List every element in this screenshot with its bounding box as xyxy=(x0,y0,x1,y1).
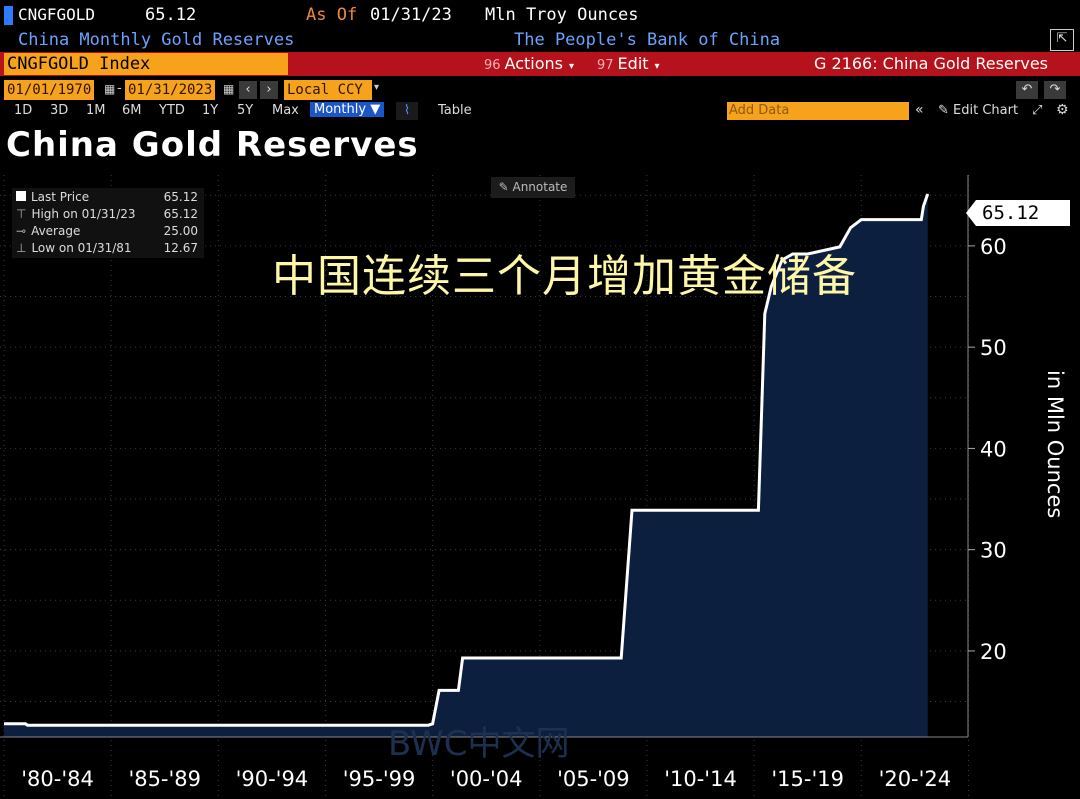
x-tick-labels: '80-'84 '85-'89 '90-'94 '95-'99 '00-'04 '05-'… xyxy=(21,767,951,791)
period-1m[interactable]: 1M xyxy=(86,103,106,118)
legend-row-average: ⊸ Average 25.00 xyxy=(16,223,202,240)
series-line xyxy=(4,193,930,727)
low-marker-icon: ⊥ xyxy=(16,241,27,255)
legend-value: 65.12 xyxy=(163,190,198,204)
calendar-icon[interactable]: ▦ xyxy=(223,82,235,96)
function-title: G 2166: China Gold Reserves xyxy=(814,54,1048,73)
description-row: China Monthly Gold Reserves The People's… xyxy=(0,28,1080,52)
as-of-label: As Of xyxy=(306,5,358,25)
edit-menu[interactable]: 97 Edit ▾ xyxy=(597,54,660,73)
redo-icon[interactable]: ↷ xyxy=(1044,81,1066,99)
watermark: BWC中文网 xyxy=(388,724,570,764)
x-tick-label: '15-'19 xyxy=(771,767,844,791)
period-1y[interactable]: 1Y xyxy=(202,103,219,118)
x-tick-label: '90-'94 xyxy=(236,767,309,791)
last-value-label: 65.12 xyxy=(966,200,1070,226)
legend-value: 25.00 xyxy=(163,224,198,238)
units-label: Mln Troy Ounces xyxy=(485,5,639,25)
pencil-icon: ✎ xyxy=(938,103,949,118)
x-tick-label: '00-'04 xyxy=(450,767,523,791)
period-1d[interactable]: 1D xyxy=(14,103,33,118)
y-tick-labels: 20 30 40 50 60 xyxy=(968,235,1007,664)
popout-icon[interactable]: ⇱ xyxy=(1050,29,1074,51)
next-arrow-icon[interactable]: › xyxy=(260,81,278,99)
annotate-label: Annotate xyxy=(512,180,568,194)
ticker-price: 65.12 xyxy=(145,5,197,25)
x-tick-label: '85-'89 xyxy=(128,767,201,791)
chevron-down-icon: ▾ xyxy=(654,61,660,72)
collapse-icon[interactable]: « xyxy=(915,102,924,118)
table-button[interactable]: Table xyxy=(438,103,472,118)
series-area-fill xyxy=(4,194,928,737)
gear-icon[interactable]: ⚙ xyxy=(1056,102,1069,118)
ticker-symbol[interactable]: CNGFGOLD xyxy=(18,5,96,24)
index-security-field[interactable]: CNGFGOLD Index xyxy=(4,53,288,75)
period-ytd[interactable]: YTD xyxy=(159,103,185,118)
end-date-field[interactable]: 01/31/2023 xyxy=(125,80,216,100)
line-chart-icon[interactable]: ⌇ xyxy=(396,102,418,120)
period-6m[interactable]: 6M xyxy=(122,103,142,118)
pencil-icon: ✎ xyxy=(498,180,509,194)
edit-label: Edit xyxy=(617,54,649,73)
square-icon xyxy=(16,191,26,201)
calendar-icon[interactable]: ▦ xyxy=(104,82,116,96)
period-5y[interactable]: 5Y xyxy=(237,103,254,118)
legend-label: Last Price xyxy=(31,190,90,204)
annotate-button[interactable]: ✎ Annotate xyxy=(491,177,575,198)
actions-menu[interactable]: 96 Actions ▾ xyxy=(484,54,574,73)
x-tick-label: '05-'09 xyxy=(557,767,630,791)
currency-select[interactable]: Local CCY xyxy=(284,80,372,100)
command-bar: CNGFGOLD Index 96 Actions ▾ 97 Edit ▾ G 2166… xyxy=(0,52,1080,76)
legend-label: Average xyxy=(31,224,81,238)
legend-label: Low on 01/31/81 xyxy=(31,241,132,255)
ticker-marker xyxy=(4,6,13,25)
legend-label: High on 01/31/23 xyxy=(31,207,136,221)
actions-number: 96 xyxy=(484,58,501,73)
date-range-row: 01/01/1970 ▦ - 01/31/2023 ▦ ‹ › Local CC… xyxy=(0,80,1080,100)
high-marker-icon: ⊤ xyxy=(16,207,27,221)
undo-icon[interactable]: ↶ xyxy=(1016,81,1038,99)
legend-value: 65.12 xyxy=(163,207,198,221)
actions-label: Actions xyxy=(504,54,563,73)
legend-box[interactable]: Last Price 65.12 ⊤ High on 01/31/23 65.12 ⊸… xyxy=(12,188,204,258)
y-tick-label: 20 xyxy=(980,640,1007,664)
source-label: The People's Bank of China xyxy=(514,30,781,50)
period-row: 1D 3D 1M 6M YTD 1Y 5Y Max Monthly ▼ ⌇ Ta… xyxy=(0,101,1080,121)
chevron-down-icon[interactable]: ▾ xyxy=(374,82,380,93)
legend-row-high: ⊤ High on 01/31/23 65.12 xyxy=(16,206,202,223)
average-marker-icon: ⊸ xyxy=(16,224,27,238)
chevron-down-icon: ▼ xyxy=(370,102,381,117)
edit-chart-button[interactable]: ✎ Edit Chart xyxy=(938,103,1018,118)
edit-number: 97 xyxy=(597,58,614,73)
y-tick-label: 30 xyxy=(980,539,1007,563)
frequency-label: Monthly xyxy=(314,102,367,117)
y-tick-label: 40 xyxy=(980,437,1007,461)
edit-icon[interactable]: ⤢ xyxy=(1032,103,1043,118)
ticker-row: CNGFGOLD 65.12 As Of 01/31/23 Mln Troy O… xyxy=(0,0,1080,28)
y-axis-label: in Mln Ounces xyxy=(1043,370,1067,518)
range-dash: - xyxy=(117,81,122,96)
period-3d[interactable]: 3D xyxy=(50,103,69,118)
x-tick-label: '95-'99 xyxy=(343,767,416,791)
legend-value: 12.67 xyxy=(163,241,198,255)
start-date-field[interactable]: 01/01/1970 xyxy=(4,80,95,100)
y-tick-label: 60 xyxy=(980,235,1007,259)
edit-chart-label: Edit Chart xyxy=(953,103,1019,118)
x-tick-label: '10-'14 xyxy=(664,767,737,791)
chevron-down-icon: ▾ xyxy=(569,61,575,72)
add-data-field[interactable]: Add Data xyxy=(727,102,909,120)
x-tick-label: '20-'24 xyxy=(879,767,952,791)
legend-row-last: Last Price 65.12 xyxy=(16,189,202,206)
as-of-date: 01/31/23 xyxy=(370,5,452,25)
series-description: China Monthly Gold Reserves xyxy=(18,30,295,50)
prev-arrow-icon[interactable]: ‹ xyxy=(239,81,257,99)
legend-row-low: ⊥ Low on 01/31/81 12.67 xyxy=(16,240,202,257)
annotation-text: 中国连续三个月增加黄金储备 xyxy=(272,251,857,302)
frequency-select[interactable]: Monthly ▼ xyxy=(310,102,385,117)
chart-title: China Gold Reserves xyxy=(6,125,419,165)
y-tick-label: 50 xyxy=(980,336,1007,360)
x-tick-label: '80-'84 xyxy=(21,767,94,791)
period-max[interactable]: Max xyxy=(272,103,299,118)
